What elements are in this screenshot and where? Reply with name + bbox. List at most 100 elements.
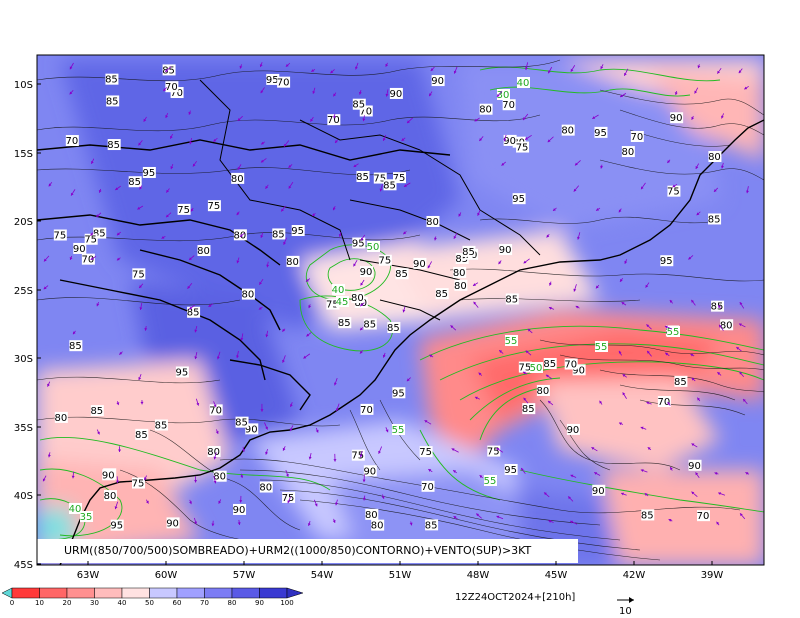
svg-text:95: 95 — [660, 256, 673, 267]
contour-value-label: 80 — [207, 446, 221, 458]
contour-value-label: 85 — [708, 213, 722, 225]
wind-arrow-icon — [281, 328, 286, 332]
wind-arrow-icon — [595, 207, 601, 211]
wind-arrow-icon — [547, 136, 554, 143]
svg-text:85: 85 — [641, 510, 654, 521]
wind-arrow-icon — [288, 181, 294, 189]
wind-arrow-icon — [47, 381, 51, 387]
contour-value-label: 90 — [73, 242, 87, 255]
wind-arrow-icon — [543, 492, 550, 498]
wind-arrow-icon — [192, 160, 197, 167]
contour-value-label: 70 — [165, 81, 179, 93]
wind-arrow-icon — [478, 372, 483, 376]
wind-arrow-icon — [359, 327, 364, 331]
wind-arrow-icon — [382, 134, 387, 142]
wind-arrow-icon — [306, 332, 312, 337]
green-contour-value-label: 55 — [392, 424, 405, 436]
colorbar: 0 10 20 30 40 50 60 70 80 90 100 — [1, 587, 304, 607]
contour-value-label: 75 — [132, 268, 146, 280]
wind-arrow-icon — [266, 261, 270, 268]
wind-arrow-icon — [303, 353, 311, 359]
contour-value-label: 80 — [708, 151, 722, 163]
svg-text:85: 85 — [272, 229, 285, 240]
wind-arrow-icon — [718, 324, 724, 331]
contour-value-label: 95 — [392, 387, 406, 399]
green-contour-value-label: 55 — [595, 341, 608, 353]
wind-arrow-icon — [718, 492, 726, 496]
colorbar-segment — [259, 587, 288, 599]
contour-value-label: 95 — [660, 255, 674, 267]
svg-text:85: 85 — [155, 421, 168, 432]
wind-arrow-icon — [116, 401, 120, 406]
wind-arrow-icon — [745, 472, 750, 475]
colorbar-tick-label: 40 — [118, 599, 127, 607]
contour-value-label: 85 — [69, 340, 83, 352]
wind-arrow-icon — [620, 492, 627, 496]
wind-arrow-icon — [385, 89, 389, 97]
wind-arrow-icon — [716, 521, 720, 526]
svg-text:85: 85 — [425, 520, 438, 531]
colorbar-tick-label: 50 — [145, 599, 154, 607]
longitude-tick-label: 63W — [77, 570, 100, 581]
svg-text:95: 95 — [504, 465, 517, 476]
wind-scale-reference: 10 — [617, 597, 634, 617]
wind-arrow-icon — [355, 62, 359, 70]
wind-arrow-icon — [479, 474, 483, 479]
wind-arrow-icon — [453, 515, 458, 520]
green-contour-value-label: 55 — [484, 475, 497, 487]
svg-text:80: 80 — [426, 217, 439, 228]
svg-text:95: 95 — [266, 75, 279, 86]
wind-arrow-icon — [259, 62, 263, 68]
svg-text:75: 75 — [326, 300, 339, 311]
wind-arrow-icon — [600, 164, 604, 169]
wind-arrow-icon — [434, 236, 437, 241]
svg-text:90: 90 — [363, 466, 376, 477]
wind-arrow-icon — [548, 520, 554, 523]
wind-arrow-icon — [239, 495, 243, 503]
contour-value-label: 85 — [235, 416, 249, 429]
wind-arrow-icon — [717, 304, 721, 309]
wind-arrow-icon — [694, 87, 699, 94]
wind-arrow-icon — [236, 257, 240, 264]
contour-value-label: 90 — [233, 503, 247, 516]
contour-value-label: 70 — [209, 404, 223, 416]
wind-arrow-icon — [381, 494, 385, 499]
wind-arrow-icon — [165, 212, 172, 218]
svg-text:85: 85 — [162, 65, 175, 76]
wind-arrow-icon — [240, 333, 244, 341]
wind-arrow-icon — [474, 396, 480, 400]
wind-arrow-icon — [116, 231, 121, 236]
wind-arrow-icon — [289, 402, 293, 408]
wind-arrow-icon — [139, 302, 143, 311]
wind-arrow-icon — [451, 448, 459, 453]
wind-arrow-icon — [503, 134, 507, 142]
svg-text:85: 85 — [395, 269, 408, 280]
svg-text:85: 85 — [352, 100, 365, 111]
contour-value-label: 75 — [53, 229, 67, 242]
wind-arrow-icon — [624, 259, 628, 264]
svg-text:90: 90 — [413, 259, 426, 270]
wind-arrow-icon — [450, 325, 457, 331]
wind-arrow-icon — [280, 205, 286, 212]
wind-arrow-icon — [428, 468, 433, 473]
wind-arrow-icon — [527, 328, 533, 334]
wind-arrow-icon — [575, 305, 580, 309]
svg-text:75: 75 — [282, 493, 295, 504]
wind-arrow-icon — [265, 448, 269, 455]
contour-value-label: 90 — [503, 134, 517, 147]
wind-arrow-icon — [475, 513, 482, 519]
green-contour-value-label: 40 — [332, 284, 345, 296]
contour-value-label: 80 — [54, 411, 68, 424]
contour-value-label: 70 — [82, 253, 95, 266]
svg-text:70: 70 — [564, 360, 577, 371]
wind-arrow-icon — [138, 374, 142, 381]
wind-arrow-icon — [169, 133, 173, 139]
wind-arrow-icon — [696, 211, 701, 216]
svg-text:95: 95 — [176, 367, 189, 378]
contour-value-label: 90 — [499, 244, 513, 256]
wind-arrow-icon — [138, 283, 144, 289]
svg-text:55: 55 — [595, 342, 608, 353]
wind-arrow-icon — [646, 324, 652, 330]
wind-arrow-icon — [265, 184, 269, 189]
svg-text:45: 45 — [336, 297, 349, 308]
